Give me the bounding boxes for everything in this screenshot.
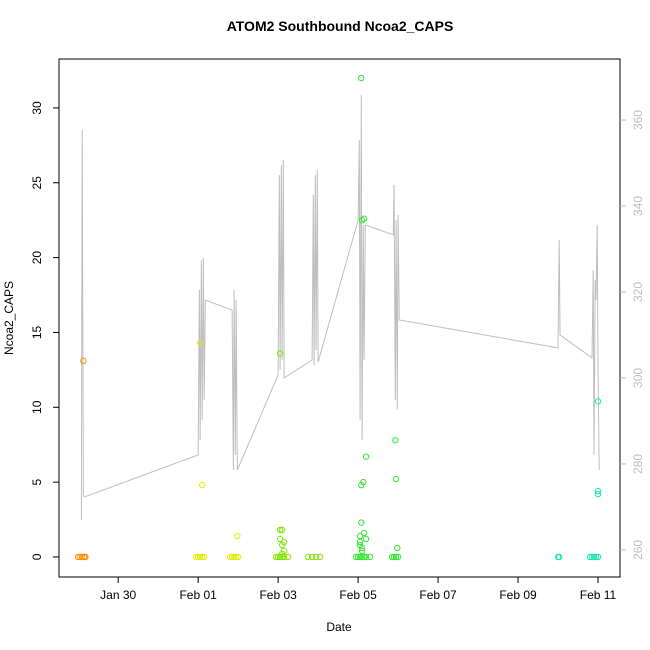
- data-point: [352, 553, 360, 561]
- data-point: [278, 553, 286, 561]
- data-point: [588, 553, 596, 561]
- data-point: [80, 357, 87, 365]
- data-point: [272, 553, 280, 561]
- data-point: [278, 550, 286, 558]
- x-tick-label: Feb 03: [259, 588, 297, 602]
- data-point: [276, 350, 284, 357]
- plot-frame: [58, 58, 621, 578]
- data-point: [556, 553, 563, 561]
- data-point: [394, 553, 402, 561]
- data-point: [362, 453, 370, 460]
- data-point: [228, 553, 236, 561]
- data-point: [74, 553, 82, 561]
- y2-tick-label: 280: [631, 454, 645, 474]
- y2-tick-label: 340: [631, 196, 645, 216]
- data-point: [594, 490, 602, 498]
- x-tick-label: Jan 30: [100, 588, 136, 602]
- data-point: [226, 553, 234, 561]
- y2-tick-label: 320: [631, 282, 645, 302]
- data-point: [308, 553, 316, 561]
- data-point: [362, 535, 370, 543]
- data-point: [360, 215, 368, 222]
- y-tick-label: 30: [30, 101, 44, 115]
- data-point: [362, 553, 370, 561]
- data-point: [356, 553, 364, 561]
- data-point: [360, 553, 368, 561]
- data-point: [360, 529, 368, 537]
- data-point: [358, 547, 366, 555]
- y2-tick-label: 300: [631, 368, 645, 388]
- x-tick-label: Feb 11: [580, 588, 617, 602]
- data-point: [78, 553, 86, 561]
- data-point: [586, 553, 594, 561]
- y2-tick-label: 360: [631, 110, 645, 130]
- y-tick-label: 0: [30, 553, 44, 560]
- data-point: [366, 553, 374, 561]
- data-point: [358, 519, 365, 526]
- data-point: [274, 553, 282, 561]
- x-tick-label: Feb 01: [179, 588, 217, 602]
- y-tick-label: 15: [30, 325, 44, 339]
- data-line: [80, 95, 600, 520]
- data-point: [234, 553, 242, 561]
- data-point: [312, 553, 320, 561]
- x-tick-label: Feb 07: [419, 588, 457, 602]
- y2-tick-label: 260: [631, 540, 645, 560]
- y-axis-label: Ncoa2_CAPS: [2, 281, 16, 355]
- data-point: [284, 553, 292, 561]
- data-point: [356, 538, 364, 546]
- y-tick-label: 10: [30, 400, 44, 414]
- data-point: [594, 487, 602, 495]
- data-point: [356, 532, 364, 540]
- data-point: [232, 553, 240, 561]
- data-point: [358, 481, 365, 489]
- data-point: [392, 475, 400, 483]
- y-tick-label: 20: [30, 251, 44, 265]
- x-tick-label: Feb 09: [499, 588, 537, 602]
- data-point: [392, 553, 400, 561]
- data-point: [592, 553, 600, 561]
- x-axis-label: Date: [326, 620, 352, 634]
- data-point: [354, 553, 362, 561]
- data-point: [594, 553, 602, 561]
- y-tick-label: 5: [30, 478, 44, 485]
- data-point: [356, 541, 364, 549]
- data-point: [388, 553, 396, 561]
- data-point: [192, 553, 200, 561]
- data-point: [198, 481, 206, 489]
- data-point: [276, 535, 284, 543]
- x-tick-label: Feb 05: [339, 588, 377, 602]
- data-point: [200, 553, 208, 561]
- data-point: [590, 553, 598, 561]
- data-point: [198, 553, 206, 561]
- data-point: [304, 553, 312, 561]
- data-point: [594, 398, 602, 405]
- data-point: [358, 553, 366, 561]
- data-point: [278, 526, 286, 534]
- data-point: [394, 544, 401, 552]
- data-point: [392, 437, 399, 444]
- data-point: [194, 553, 202, 561]
- data-point: [196, 553, 204, 561]
- data-point: [276, 526, 284, 534]
- data-point: [230, 553, 238, 561]
- data-point: [316, 553, 324, 561]
- data-point: [278, 541, 286, 549]
- data-point: [82, 553, 89, 561]
- data-point: [358, 74, 365, 82]
- data-point: [196, 339, 204, 347]
- chart-title: ATOM2 Southbound Ncoa2_CAPS: [227, 18, 454, 34]
- y-tick-label: 25: [30, 176, 44, 190]
- data-point: [390, 553, 398, 561]
- data-point: [234, 532, 241, 540]
